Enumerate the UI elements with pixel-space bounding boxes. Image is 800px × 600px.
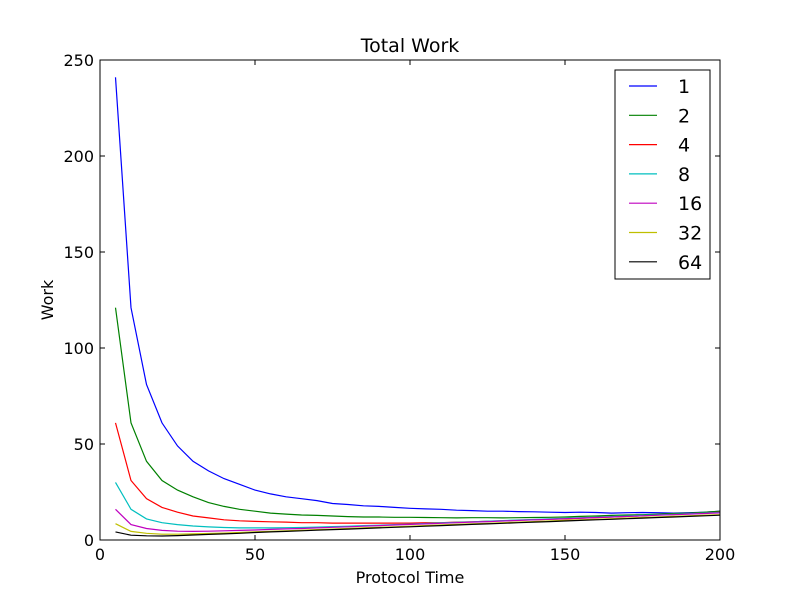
series-line-16 [115,508,721,533]
y-tick-label: 200 [63,147,94,166]
x-tick-label: 100 [395,545,426,564]
series-lines [114,77,721,537]
legend-label: 8 [678,164,690,186]
y-tick-label: 100 [63,339,94,358]
series-line-64 [115,514,721,537]
x-axis-label: Protocol Time [356,568,465,587]
chart-title: Total Work [360,35,460,57]
legend-label: 1 [678,76,690,98]
y-tick-label: 250 [63,51,94,70]
legend-box [614,69,711,280]
legend-label: 2 [678,105,690,127]
y-tick-label: 50 [74,435,94,454]
x-tick-label: 0 [95,545,105,564]
y-tick-label: 150 [63,243,94,262]
series-line-2 [114,307,721,519]
legend: 1 2 4 8 16 32 64 [614,69,711,280]
legend-label: 32 [678,223,702,245]
x-tick-label: 200 [705,545,736,564]
plot-border [99,59,721,541]
axis-ticks: 0 50 100 150 200 0 50 100 150 200 250 [63,51,735,564]
legend-label: 4 [678,135,690,157]
legend-label: 64 [678,252,702,274]
x-tick-label: 50 [245,545,265,564]
legend-label: 16 [678,193,702,215]
y-axis-label: Work [38,279,57,320]
x-tick-label: 150 [550,545,581,564]
y-tick-label: 0 [84,531,94,550]
series-line-1 [114,77,721,514]
